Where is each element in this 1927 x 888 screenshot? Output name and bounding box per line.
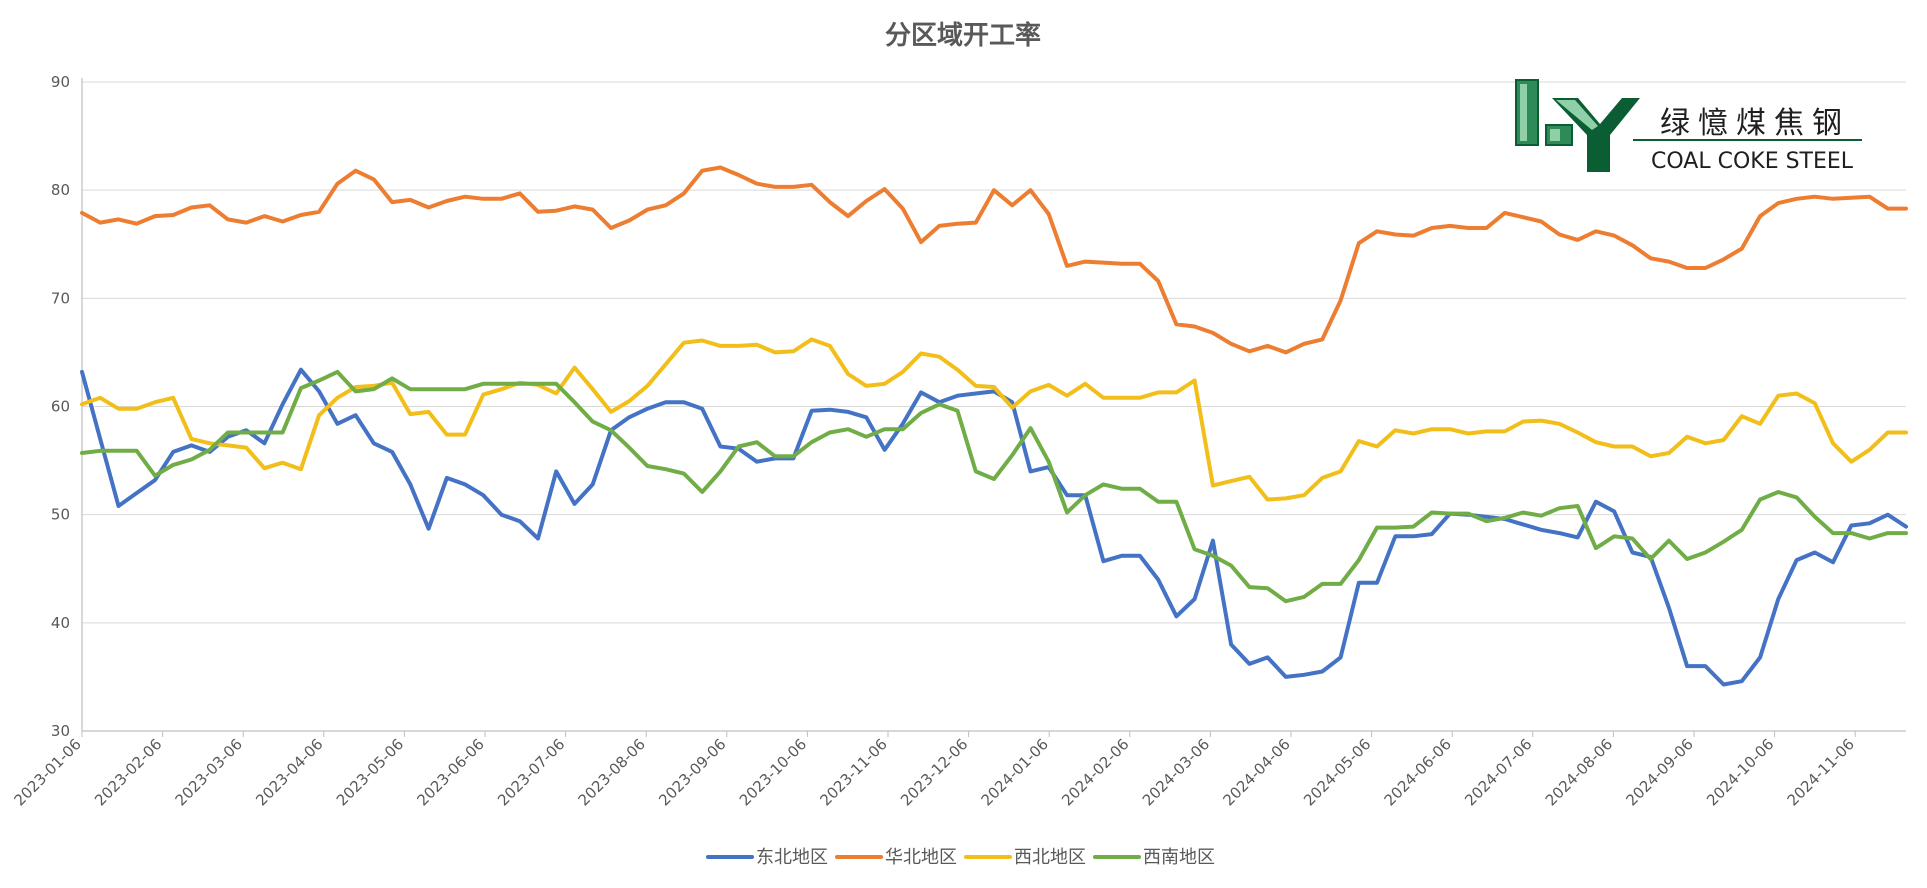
x-tick-label: 2023-01-06 (10, 735, 84, 809)
legend-label: 东北地区 (756, 847, 828, 868)
x-tick-label: 2023-10-06 (736, 735, 810, 809)
x-tick-label: 2023-03-06 (172, 735, 246, 809)
x-tick-label: 2024-02-06 (1058, 735, 1132, 809)
x-tick-label: 2024-09-06 (1622, 735, 1696, 809)
x-tick-label: 2024-05-06 (1300, 735, 1374, 809)
y-tick-label: 70 (51, 289, 70, 307)
series-line-4 (80, 369, 1908, 604)
brand-logo: 绿憶煤焦钢 COAL COKE STEEL (1515, 79, 1862, 174)
x-tick-label: 2024-01-06 (978, 735, 1052, 809)
x-tick-label: 2024-11-06 (1784, 735, 1858, 809)
legend-label: 西南地区 (1143, 847, 1215, 868)
series-line-1 (80, 367, 1908, 687)
grid-lines (82, 81, 1906, 624)
legend-item: 华北地区 (835, 847, 957, 868)
x-tick-label: 2023-06-06 (413, 735, 487, 809)
x-tick-label: 2023-08-06 (575, 735, 649, 809)
y-tick-label: 50 (51, 506, 70, 524)
legend-item: 东北地区 (706, 847, 828, 868)
x-tick-label: 2024-10-06 (1703, 735, 1777, 809)
logo-english-text: COAL COKE STEEL (1651, 149, 1854, 174)
x-tick-label: 2023-02-06 (91, 735, 165, 809)
x-tick-label: 2024-03-06 (1139, 735, 1213, 809)
legend: 东北地区 华北地区 西北地区 西南地区 (706, 847, 1215, 868)
y-tick-label: 80 (51, 181, 70, 199)
y-tick-label: 90 (51, 73, 70, 91)
x-tick-label: 2023-07-06 (494, 735, 568, 809)
y-tick-label: 60 (51, 398, 70, 416)
x-tick-label: 2024-04-06 (1219, 735, 1293, 809)
chart-title: 分区域开工率 (885, 20, 1041, 51)
legend-label: 华北地区 (885, 847, 957, 868)
series-line-3 (80, 337, 1908, 502)
x-tick-label: 2023-12-06 (897, 735, 971, 809)
x-tick-label: 2023-05-06 (333, 735, 407, 809)
x-tick-label: 2023-11-06 (816, 735, 890, 809)
x-tick-label: 2024-06-06 (1381, 735, 1455, 809)
series-line-2 (80, 165, 1908, 355)
legend-item: 西北地区 (964, 847, 1086, 868)
x-tick-label: 2023-04-06 (252, 735, 326, 809)
logo-chinese-text: 绿憶煤焦钢 (1660, 106, 1850, 141)
series-lines (80, 165, 1908, 687)
ly-logo-icon (1515, 79, 1640, 172)
x-tick-label: 2024-07-06 (1461, 735, 1535, 809)
x-tick-label: 2023-09-06 (655, 735, 729, 809)
y-tick-label: 40 (51, 614, 70, 632)
x-tick-label: 2024-08-06 (1542, 735, 1616, 809)
legend-item: 西南地区 (1093, 847, 1215, 868)
y-tick-label: 30 (51, 722, 70, 740)
legend-label: 西北地区 (1014, 847, 1086, 868)
